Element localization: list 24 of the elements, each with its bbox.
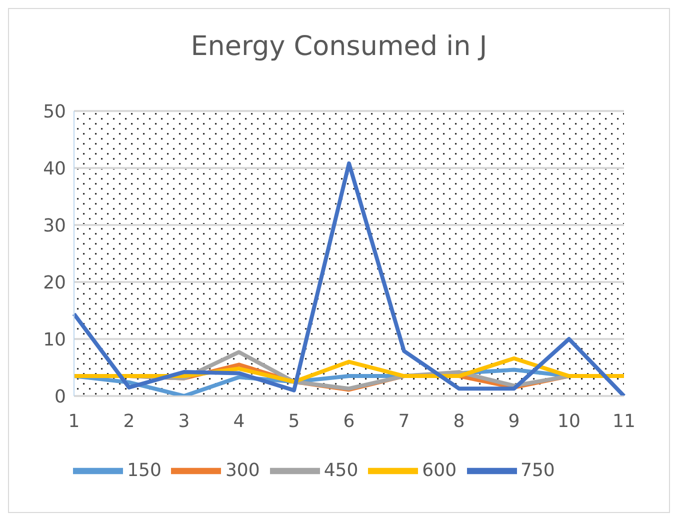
chart-title: Energy Consumed in J [190, 30, 488, 64]
line-series [72, 161, 626, 396]
y-tick-label: 40 [43, 158, 66, 180]
x-tick-label: 4 [233, 410, 245, 432]
y-tick-label: 30 [43, 215, 66, 236]
legend-label: 300 [225, 460, 260, 481]
x-tick-label: 8 [453, 410, 465, 432]
y-tick-label: 50 [43, 101, 66, 122]
x-tick-label: 5 [288, 410, 300, 432]
x-tick-label: 3 [178, 410, 190, 432]
x-tick-label: 10 [558, 410, 580, 432]
legend-label: 150 [127, 460, 162, 481]
legend-label: 600 [422, 460, 457, 481]
y-tick-label: 0 [54, 386, 66, 408]
x-tick-label: 7 [398, 410, 410, 432]
x-tick-label: 11 [612, 410, 636, 432]
y-tick-label: 20 [43, 272, 66, 294]
x-tick-label: 6 [343, 410, 355, 432]
legend-label: 750 [520, 460, 555, 481]
legend-label: 450 [324, 460, 358, 481]
x-tick-label: 2 [123, 410, 135, 432]
x-tick-label: 9 [508, 410, 520, 432]
x-tick-label: 1 [68, 410, 80, 432]
y-tick-label: 10 [43, 329, 66, 350]
